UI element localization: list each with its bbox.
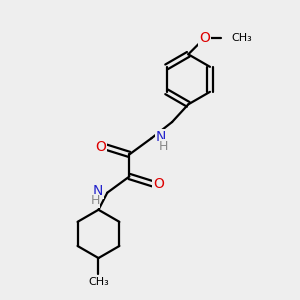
Text: N: N — [92, 184, 103, 198]
Text: H: H — [159, 140, 169, 153]
Text: CH₃: CH₃ — [231, 33, 252, 43]
Text: CH₃: CH₃ — [88, 277, 109, 286]
Text: O: O — [95, 140, 106, 154]
Text: O: O — [199, 31, 210, 45]
Text: H: H — [90, 194, 100, 207]
Text: N: N — [156, 130, 166, 144]
Text: O: O — [153, 177, 164, 191]
